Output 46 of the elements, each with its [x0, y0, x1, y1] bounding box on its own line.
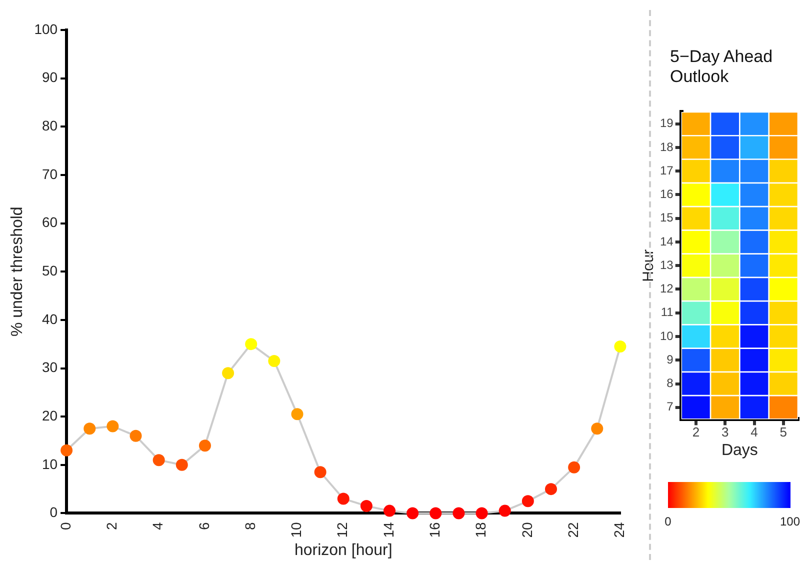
x-tick-label: 20: [518, 522, 535, 538]
x-tick-label: 5: [780, 424, 788, 440]
x-axis-title: horizon [hour]: [294, 542, 392, 559]
x-tick-label: 24: [611, 522, 628, 538]
x-tick-label: 4: [750, 424, 758, 440]
x-tick-label: 22: [564, 522, 581, 538]
y-tick-label: 15: [660, 210, 674, 225]
y-tick-label: 10: [660, 328, 674, 343]
y-tick-label: 13: [660, 258, 674, 272]
color-bar-label: 100: [780, 514, 800, 528]
y-tick-label: 40: [42, 310, 58, 327]
y-axis-title: % under threshold: [9, 206, 26, 337]
x-tick-label: 16: [426, 522, 443, 538]
x-tick-label: 2: [692, 424, 700, 440]
x-tick-label: 6: [196, 522, 212, 530]
y-tick-label: 80: [42, 118, 58, 134]
y-tick-label: 9: [666, 352, 674, 366]
x-axis-title: Days: [721, 442, 758, 459]
x-tick-label: 3: [721, 424, 729, 440]
y-tick-label: 8: [666, 376, 674, 390]
x-tick-label: 14: [380, 522, 396, 538]
y-tick-label: 11: [660, 305, 674, 320]
y-tick-label: 14: [660, 234, 674, 248]
y-tick-label: 70: [42, 166, 58, 182]
x-tick-label: 4: [150, 522, 166, 530]
y-tick-label: 30: [42, 359, 58, 376]
x-tick-label: 12: [334, 522, 350, 538]
y-tick-label: 90: [42, 69, 58, 86]
x-tick-label: 18: [472, 522, 489, 538]
y-tick-label: 12: [660, 282, 674, 296]
x-tick-label: 0: [57, 522, 74, 530]
y-tick-label: 0: [50, 504, 58, 520]
y-tick-label: 19: [660, 116, 674, 130]
y-tick-label: 100: [34, 20, 58, 37]
y-tick-label: 50: [42, 262, 58, 278]
x-tick-label: 8: [242, 522, 258, 530]
y-tick-label: 10: [42, 456, 58, 472]
y-tick-label: 18: [660, 140, 674, 154]
y-tick-label: 7: [666, 400, 674, 414]
y-tick-label: 17: [660, 163, 674, 178]
chart-title: 5−Day Ahead Outlook: [670, 46, 774, 88]
y-tick-label: 20: [42, 407, 58, 424]
x-tick-label: 10: [288, 522, 304, 538]
y-tick-label: 60: [42, 214, 58, 230]
y-tick-label: 16: [660, 187, 674, 202]
x-tick-label: 2: [104, 522, 120, 530]
